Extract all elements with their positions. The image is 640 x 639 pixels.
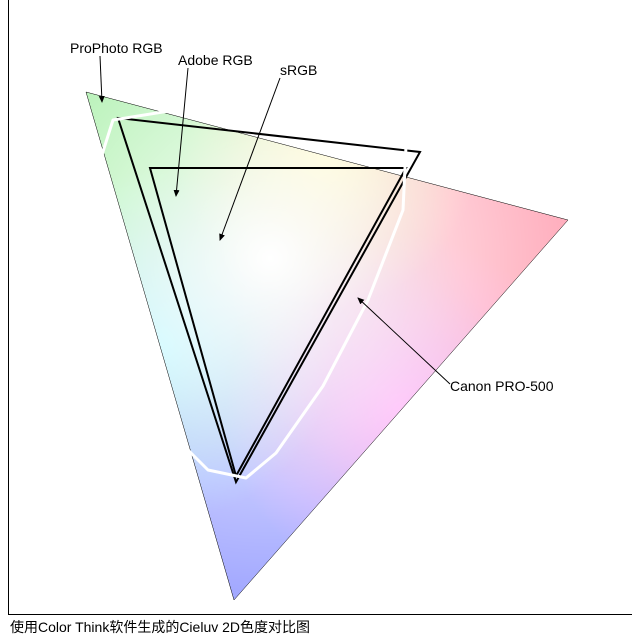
caption: 使用Color Think软件生成的Cieluv 2D色度对比图 bbox=[10, 617, 310, 637]
arrow-prophoto bbox=[100, 56, 102, 102]
label-prophoto: ProPhoto RGB bbox=[70, 40, 163, 56]
label-adobe: Adobe RGB bbox=[178, 52, 253, 68]
label-srgb: sRGB bbox=[280, 62, 317, 78]
label-canon: Canon PRO-500 bbox=[450, 378, 554, 394]
gamut-diagram bbox=[8, 0, 632, 615]
